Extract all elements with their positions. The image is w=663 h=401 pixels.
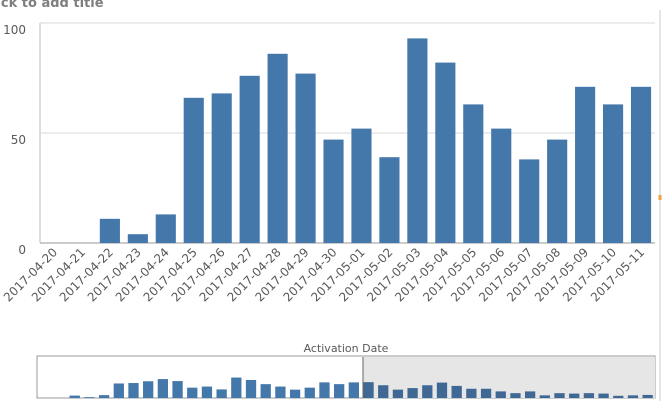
y-tick-label: 0 [18,243,26,257]
navigator-bar [524,391,536,398]
navigator-bar [201,386,213,398]
bar [603,104,624,244]
bar [239,75,260,243]
navigator-bar [304,387,315,398]
chart-title[interactable]: lick to add title [0,0,104,11]
bar [435,62,456,243]
navigator-bar [613,395,624,398]
bar [323,139,344,243]
bar [407,38,428,244]
y-tick-label: 50 [11,133,26,147]
navigator-bar [348,382,359,398]
navigator-bar [598,393,609,398]
navigator-bar [260,384,271,398]
bar [211,93,232,244]
navigator-bar [98,395,110,398]
y-tick-label: 100 [3,23,26,37]
navigator-bar [451,385,462,398]
navigator-bar [84,397,95,398]
navigator-bar [436,382,448,398]
navigator-bar [363,382,374,398]
navigator-shade [363,357,655,398]
bar [491,128,512,243]
bar [99,218,120,243]
bar [295,73,316,243]
bar [547,139,568,243]
navigator-bar [480,388,492,398]
navigator-bar [495,391,506,398]
navigator-bar [539,395,550,398]
navigator-bar [554,393,565,398]
bar [575,86,596,243]
bar [630,86,652,243]
navigator-bar [392,389,404,398]
navigator-bar [275,386,286,398]
navigator-bar [231,377,242,398]
navigator-bar [334,384,345,398]
navigator-bar [245,379,257,398]
navigator-title: Activation Date [304,342,389,355]
navigator-bar [187,387,198,398]
bar [267,53,288,243]
navigator-bar [466,388,477,398]
navigator-bar [113,383,124,398]
navigator-bar [583,393,595,398]
bar [127,234,148,243]
bar [379,157,400,243]
bar [183,97,204,243]
bar [463,104,484,244]
navigator-bar [642,394,653,398]
navigator-bar [143,381,154,398]
navigator-bar [69,395,80,398]
navigator-bar [510,393,521,398]
navigator-bar [289,389,301,398]
navigator-bar [172,381,183,398]
navigator-bar [569,393,580,398]
bar [519,159,540,243]
navigator-bar [627,395,639,398]
navigator-bar [157,379,169,398]
navigator-bar [128,383,139,398]
navigator-bar [422,385,433,398]
navigator-bar [319,382,330,398]
bar [155,214,176,243]
navigator-bar [216,389,227,398]
bar [351,128,372,243]
navigator-bar [378,385,389,398]
navigator-bar [407,388,418,398]
